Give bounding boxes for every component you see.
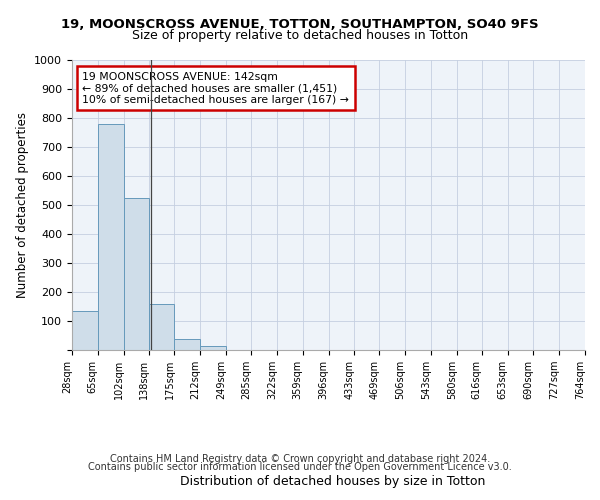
Bar [149, 304, 175, 350]
Bar [124, 198, 149, 350]
Text: Contains public sector information licensed under the Open Government Licence v3: Contains public sector information licen… [88, 462, 512, 472]
Bar [72, 312, 98, 350]
Text: Size of property relative to detached houses in Totton: Size of property relative to detached ho… [132, 29, 468, 42]
Bar [175, 339, 200, 350]
Bar [98, 124, 124, 350]
Text: Contains HM Land Registry data © Crown copyright and database right 2024.: Contains HM Land Registry data © Crown c… [110, 454, 490, 464]
Text: 19, MOONSCROSS AVENUE, TOTTON, SOUTHAMPTON, SO40 9FS: 19, MOONSCROSS AVENUE, TOTTON, SOUTHAMPT… [61, 18, 539, 30]
Y-axis label: Number of detached properties: Number of detached properties [16, 112, 29, 298]
Text: 19 MOONSCROSS AVENUE: 142sqm
← 89% of detached houses are smaller (1,451)
10% of: 19 MOONSCROSS AVENUE: 142sqm ← 89% of de… [82, 72, 349, 105]
Text: Distribution of detached houses by size in Totton: Distribution of detached houses by size … [181, 474, 485, 488]
Bar [200, 346, 226, 350]
